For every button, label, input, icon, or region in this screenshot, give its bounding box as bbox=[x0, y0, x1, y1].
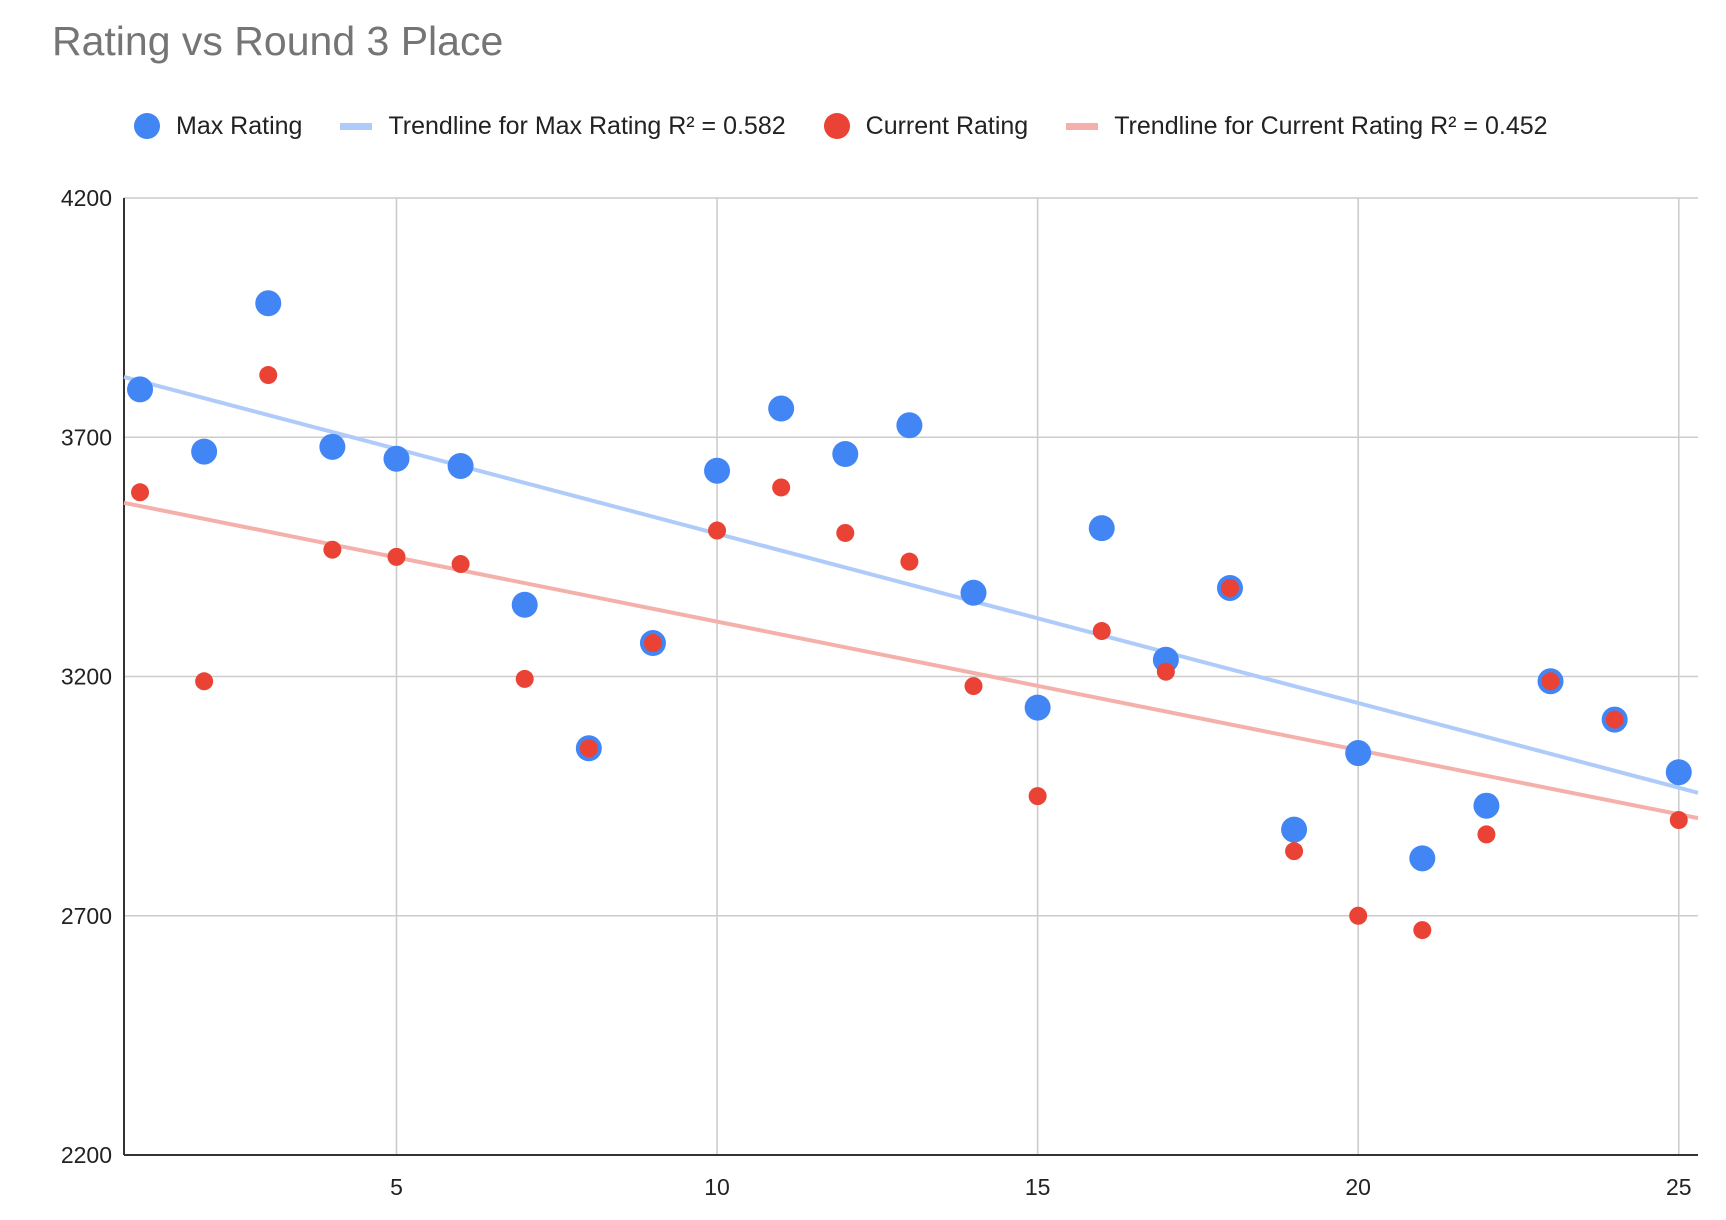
point-current-rating bbox=[836, 523, 855, 542]
point-current-rating bbox=[323, 540, 342, 559]
data-points bbox=[127, 290, 1692, 940]
point-max-rating bbox=[1281, 816, 1308, 843]
point-current-rating bbox=[131, 483, 150, 502]
point-max-rating bbox=[832, 440, 859, 467]
point-max-rating bbox=[383, 445, 410, 472]
legend-marker-current-trendline bbox=[1066, 122, 1099, 130]
legend-label-current-trendline: Trendline for Current Rating R² = 0.452 bbox=[1114, 111, 1548, 140]
point-max-rating bbox=[447, 452, 474, 479]
point-current-rating bbox=[900, 552, 919, 571]
point-current-rating bbox=[1541, 672, 1560, 691]
point-current-rating bbox=[451, 555, 470, 574]
x-tick-label: 25 bbox=[1666, 1174, 1692, 1200]
point-current-rating bbox=[1156, 662, 1175, 681]
legend-marker-max-rating bbox=[134, 113, 160, 139]
gridlines bbox=[124, 197, 1698, 1155]
point-current-rating bbox=[1413, 921, 1432, 940]
point-current-rating bbox=[387, 547, 406, 566]
y-tick-label: 3700 bbox=[61, 424, 112, 450]
point-current-rating bbox=[1669, 811, 1688, 830]
trendline-max-rating bbox=[123, 375, 1699, 795]
point-max-rating bbox=[960, 579, 987, 606]
point-current-rating bbox=[964, 677, 983, 696]
y-tick-label: 2700 bbox=[61, 903, 112, 929]
legend-marker-current-rating bbox=[823, 113, 850, 139]
point-max-rating bbox=[127, 376, 154, 403]
point-max-rating bbox=[704, 457, 731, 484]
legend-item-max-rating: Max Rating bbox=[134, 112, 302, 141]
y-tick-label: 4200 bbox=[61, 185, 112, 211]
point-current-rating bbox=[1092, 622, 1111, 641]
y-tick-label: 2200 bbox=[61, 1142, 112, 1168]
point-current-rating bbox=[1220, 578, 1239, 597]
point-current-rating bbox=[1477, 825, 1496, 844]
point-current-rating bbox=[708, 521, 727, 540]
point-max-rating bbox=[511, 591, 538, 618]
point-max-rating bbox=[1409, 845, 1436, 872]
point-current-rating bbox=[1285, 842, 1304, 861]
point-max-rating bbox=[319, 433, 346, 460]
legend-label-max-trendline: Trendline for Max Rating R² = 0.582 bbox=[388, 111, 786, 140]
point-current-rating bbox=[1349, 906, 1368, 925]
point-max-rating bbox=[255, 290, 282, 317]
axes bbox=[123, 198, 1698, 1156]
point-max-rating bbox=[1088, 515, 1115, 542]
chart-title: Rating vs Round 3 Place bbox=[52, 18, 504, 64]
point-current-rating bbox=[643, 634, 662, 653]
legend-marker-max-trendline bbox=[340, 122, 373, 130]
legend-label-current-rating: Current Rating bbox=[865, 111, 1029, 140]
point-max-rating bbox=[191, 438, 218, 465]
point-max-rating bbox=[768, 395, 795, 422]
point-current-rating bbox=[259, 366, 278, 385]
point-current-rating bbox=[1028, 787, 1047, 806]
legend-label-max-rating: Max Rating bbox=[176, 111, 303, 140]
point-current-rating bbox=[772, 478, 791, 497]
legend-item-max-trendline: Trendline for Max Rating R² = 0.582 bbox=[340, 111, 786, 141]
trendlines bbox=[123, 375, 1699, 821]
point-current-rating bbox=[579, 739, 598, 758]
point-max-rating bbox=[1665, 759, 1692, 786]
point-max-rating bbox=[1345, 740, 1372, 767]
point-current-rating bbox=[515, 669, 534, 688]
x-tick-label: 15 bbox=[1025, 1174, 1051, 1200]
legend-item-current-trendline: Trendline for Current Rating R² = 0.452 bbox=[1066, 111, 1548, 141]
x-tick-label: 10 bbox=[704, 1174, 730, 1200]
point-current-rating bbox=[195, 672, 214, 691]
legend-item-current-rating: Current Rating bbox=[823, 111, 1029, 141]
point-max-rating bbox=[1024, 694, 1051, 721]
tick-labels: 2200 2700 3200 3700 4200 5 10 15 20 25 bbox=[61, 185, 1692, 1200]
x-tick-label: 5 bbox=[390, 1174, 403, 1200]
x-tick-label: 20 bbox=[1345, 1174, 1371, 1200]
trendline-current-rating bbox=[123, 500, 1699, 821]
legend: Max Rating Trendline for Max Rating R² =… bbox=[134, 106, 1586, 146]
point-max-rating bbox=[1473, 792, 1500, 819]
point-max-rating bbox=[896, 412, 923, 439]
point-current-rating bbox=[1605, 710, 1624, 729]
y-tick-label: 3200 bbox=[61, 664, 112, 690]
